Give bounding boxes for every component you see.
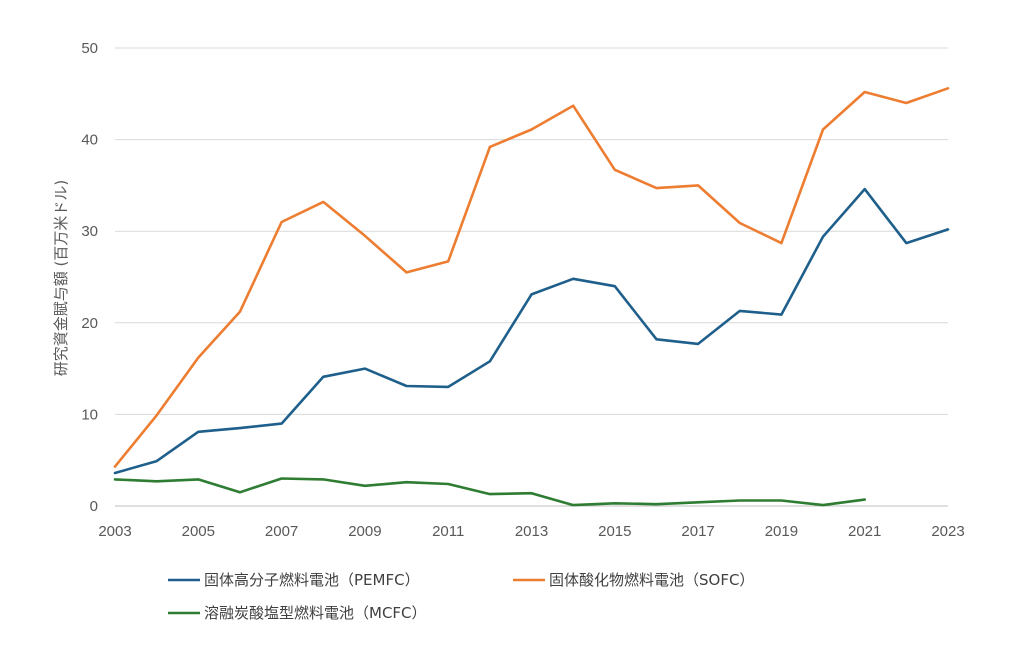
series-line-3: [113, 477, 867, 507]
y-tick-label: 10: [81, 406, 98, 423]
series-line-1: [113, 187, 950, 475]
x-tick-label: 2017: [681, 523, 714, 540]
y-axis-label: 研究資金賦与額 (百万米ドル): [52, 180, 70, 376]
y-tick-label: 20: [81, 315, 98, 332]
legend-label: 固体酸化物燃料電池（SOFC）: [549, 571, 754, 589]
x-tick-label: 2011: [432, 523, 464, 540]
x-tick-label: 2013: [515, 523, 548, 540]
y-tick-label: 50: [81, 40, 98, 57]
x-tick-label: 2007: [265, 523, 298, 540]
x-tick-label: 2021: [848, 523, 881, 540]
y-tick-labels: 0 10 20 30 40 50: [81, 40, 98, 515]
x-tick-label: 2005: [182, 523, 215, 540]
x-tick-labels: 2003 2005 2007 2009 2011 2013 2015 2017 2019 2021…: [98, 523, 964, 540]
grid-lines: [115, 47, 948, 507]
y-tick-label: 30: [81, 223, 98, 240]
x-tick-label: 2015: [598, 523, 631, 540]
x-tick-label: 2019: [765, 523, 798, 540]
legend: 固体高分子燃料電池（PEMFC） 固体酸化物燃料電池（SOFC） 溶融炭酸塩型燃料電…: [168, 571, 754, 622]
x-tick-label: 2003: [98, 523, 131, 540]
y-tick-label: 0: [90, 498, 98, 515]
legend-label: 固体高分子燃料電池（PEMFC）: [204, 571, 420, 589]
series-lines: [113, 87, 950, 507]
legend-label: 溶融炭酸塩型燃料電池（MCFC）: [204, 604, 427, 622]
series-line-2: [113, 87, 950, 468]
y-tick-label: 40: [81, 132, 98, 149]
x-tick-label: 2023: [931, 523, 964, 540]
x-tick-label: 2009: [348, 523, 381, 540]
